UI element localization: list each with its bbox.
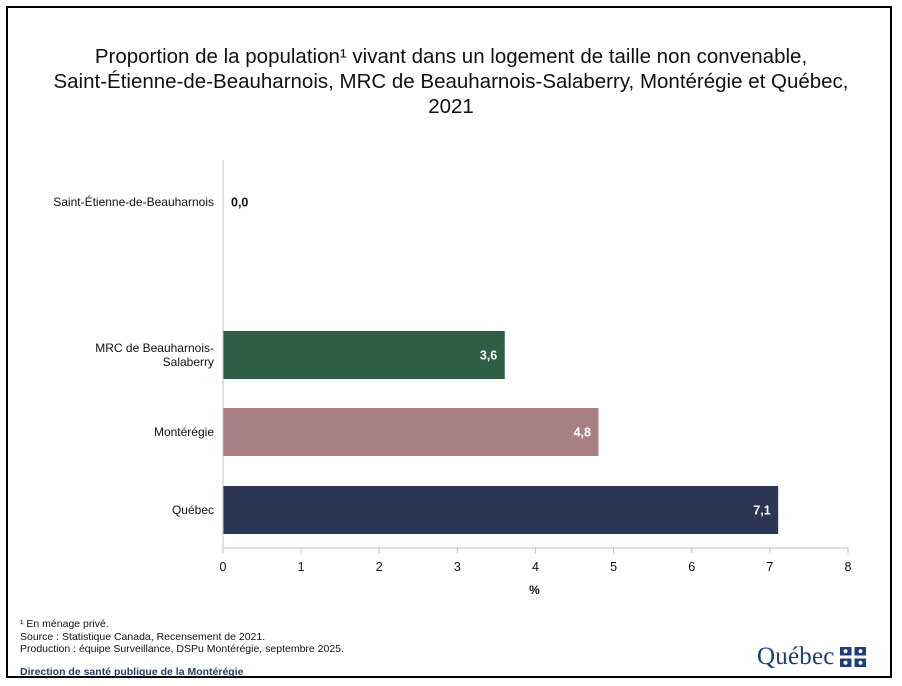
x-tick-label: 2	[376, 560, 383, 574]
bar	[223, 331, 505, 379]
x-tick-label: 6	[688, 560, 695, 574]
chart-title-line-2: Saint-Étienne-de-Beauharnois, MRC de Bea…	[53, 70, 849, 93]
bar-chart: 0 1 2 3 4 5 6 7 8% 0,0 Saint-Étienne-de-Beauharnoi…	[53, 160, 852, 597]
x-tick-label: 8	[845, 560, 852, 574]
bar-value-label: 7,1	[753, 504, 770, 518]
chart-title: Proportion de la population¹ vivant dans…	[20, 44, 882, 119]
production-note: Production : équipe Surveillance, DSPu M…	[20, 643, 344, 655]
x-tick-label: 4	[532, 560, 539, 574]
x-tick-label: 0	[220, 560, 227, 574]
bar	[223, 408, 599, 456]
fleurdelise-flag-icon	[839, 647, 866, 667]
bar-value-label: 0,0	[231, 196, 248, 210]
x-tick-label: 7	[766, 560, 773, 574]
slide-frame	[6, 6, 892, 678]
quebec-logo-text: Québec	[757, 643, 835, 670]
footnotes: ¹ En ménage privé. Source : Statistique …	[20, 618, 344, 656]
quebec-logo: Québec	[757, 642, 866, 672]
organization-name: Direction de santé publique de la Montér…	[20, 666, 244, 678]
category-label: Montérégie	[154, 425, 214, 439]
category-label: MRC de Beauharnois-Salaberry	[95, 341, 214, 369]
source-note: Source : Statistique Canada, Recensement…	[20, 630, 266, 643]
category-label: Saint-Étienne-de-Beauharnois	[53, 194, 214, 209]
x-axis-label: %	[529, 583, 540, 597]
chart-title-line-1: Proportion de la population¹ vivant dans…	[94, 45, 808, 68]
bar	[223, 486, 779, 534]
x-tick-label: 1	[298, 560, 305, 574]
x-tick-label: 3	[454, 560, 461, 574]
category-label: Québec	[172, 503, 214, 517]
footnote-1: ¹ En ménage privé.	[20, 618, 109, 630]
bar-value-label: 4,8	[574, 426, 591, 440]
bar-value-label: 3,6	[480, 349, 497, 363]
chart-title-line-3: 2021	[428, 95, 474, 118]
x-tick-label: 5	[610, 560, 617, 574]
